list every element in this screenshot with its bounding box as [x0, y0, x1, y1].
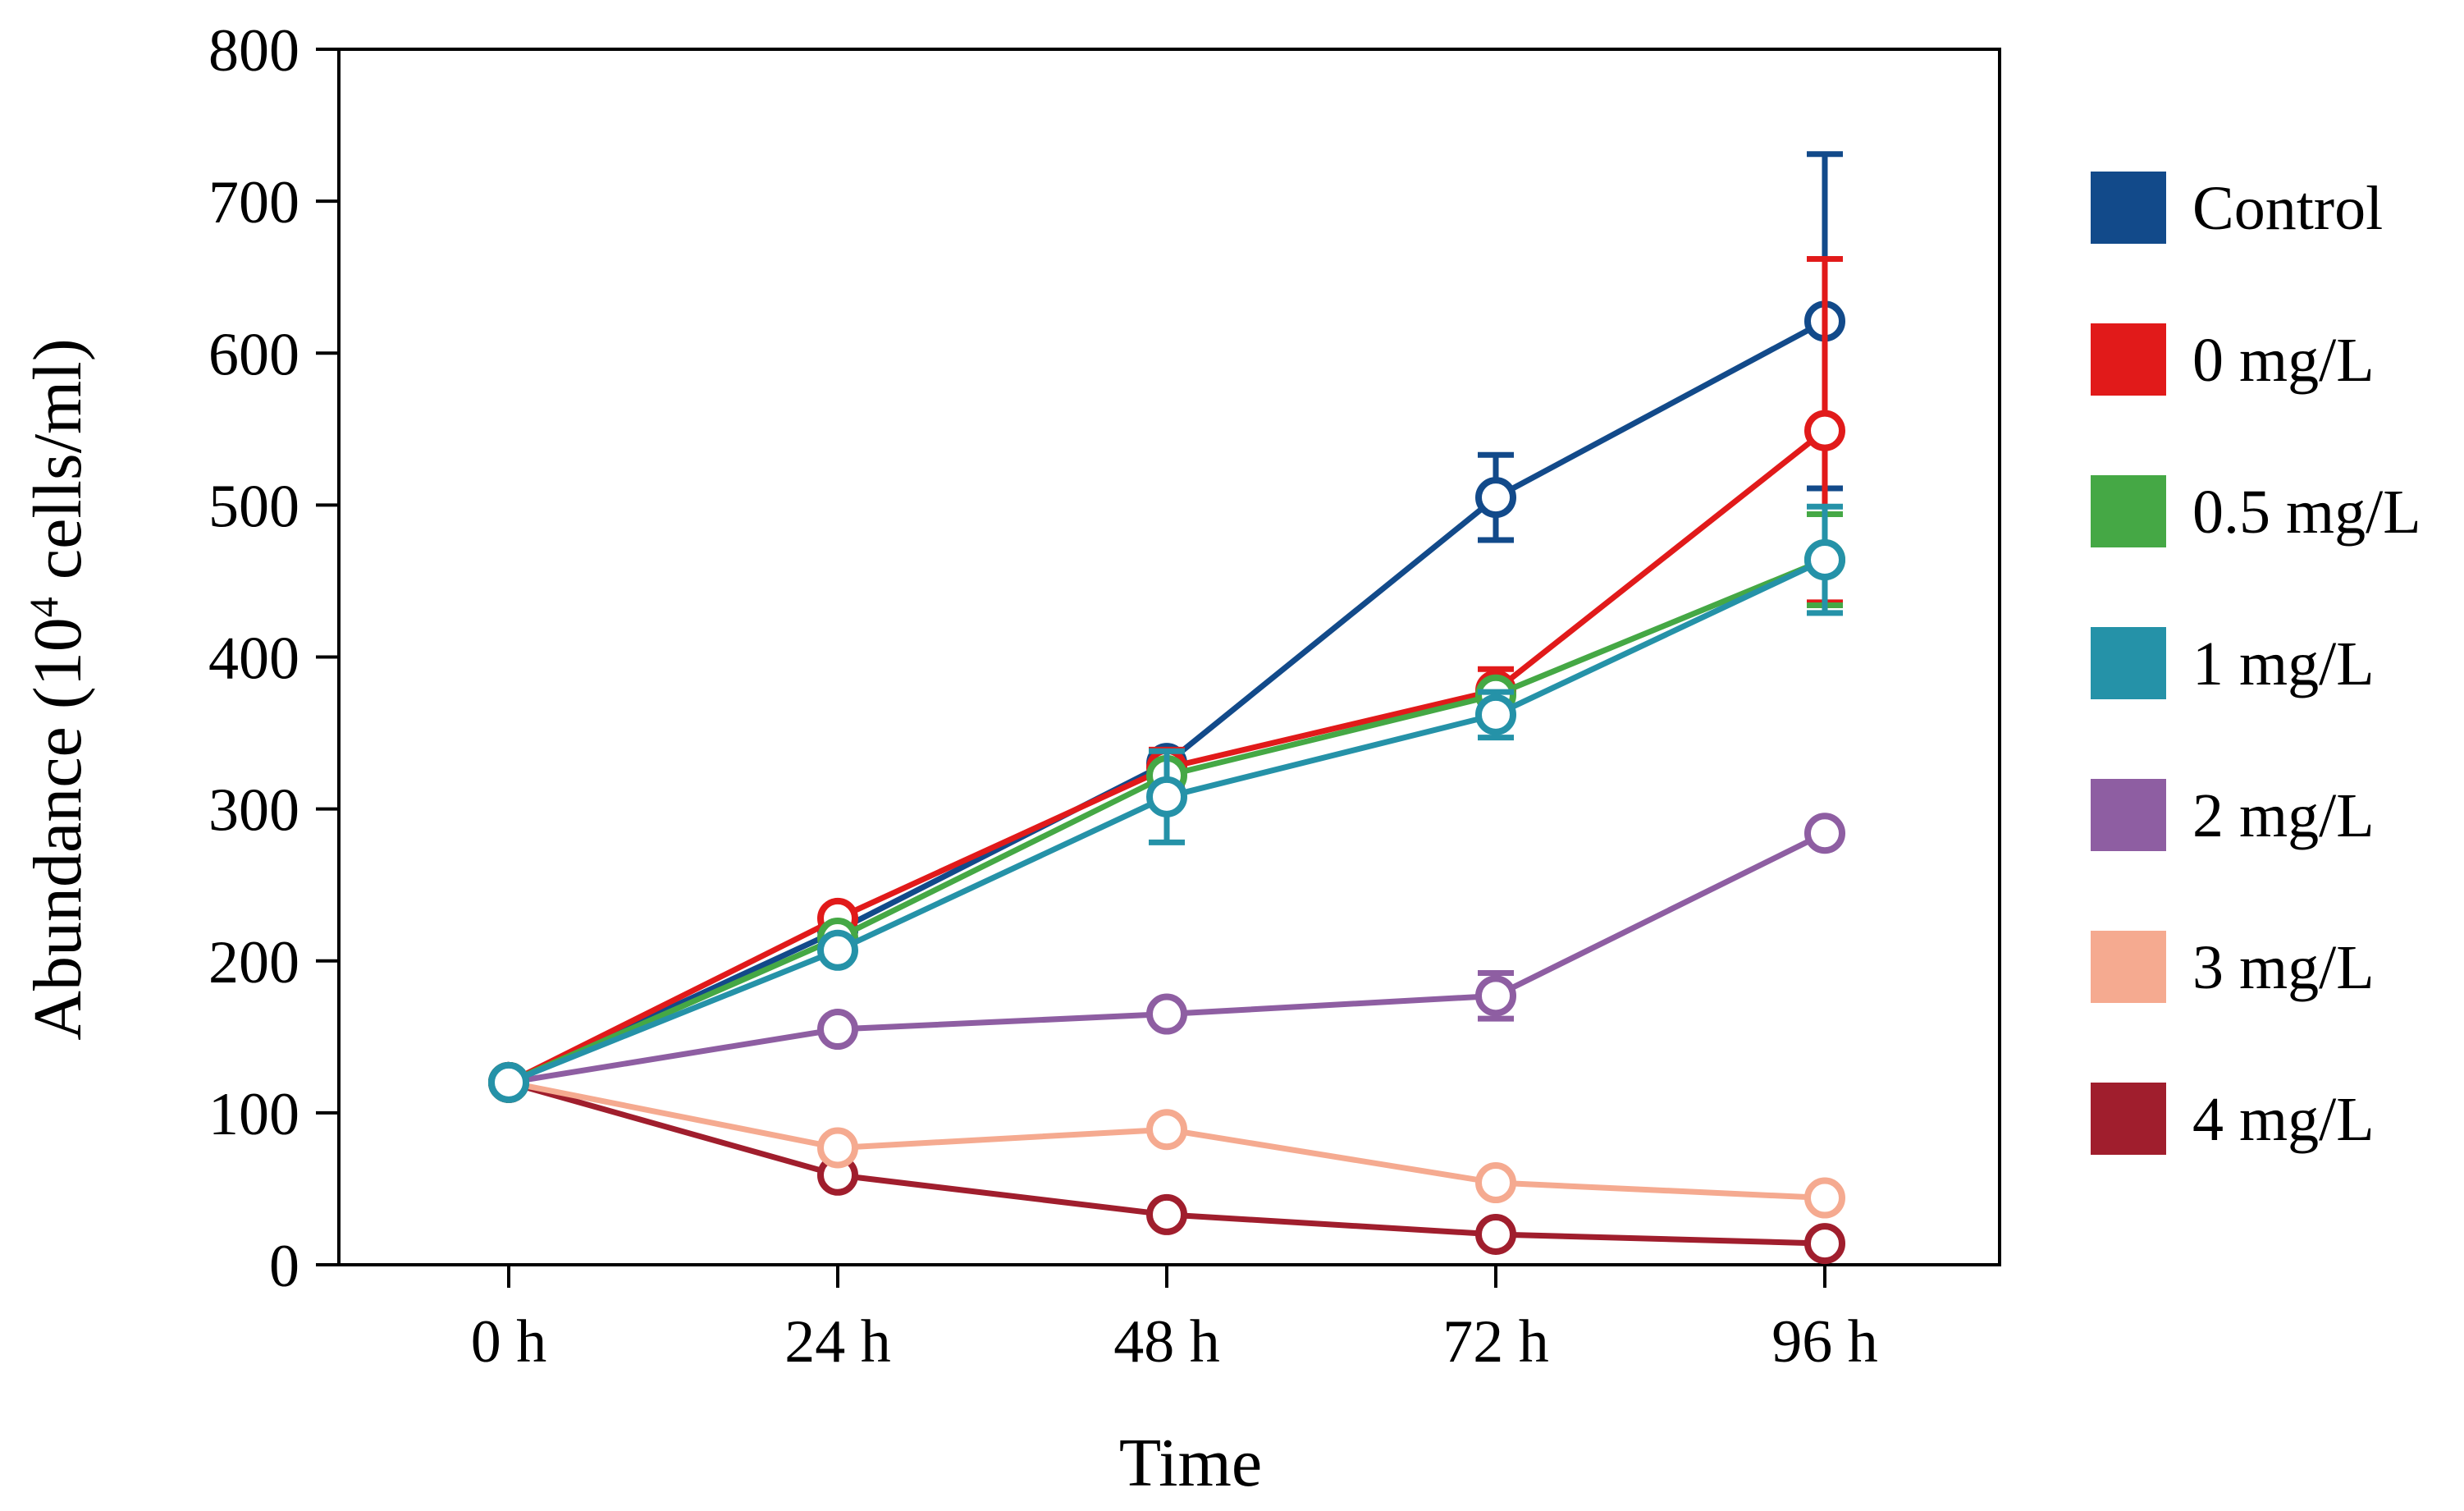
legend-label: Control	[2192, 174, 2383, 243]
legend-label: 3 mg/L	[2192, 933, 2375, 1002]
y-tick-label: 700	[208, 169, 299, 236]
x-axis-title: Time	[1119, 1425, 1262, 1501]
legend-label: 0 mg/L	[2192, 326, 2375, 395]
x-tick-label: 72 h	[1442, 1308, 1549, 1376]
y-tick-label: 200	[208, 929, 299, 996]
y-tick-label: 300	[208, 777, 299, 845]
data-point	[817, 929, 858, 971]
y-tick-label: 800	[208, 17, 299, 85]
x-tick-label: 24 h	[784, 1308, 891, 1376]
y-axis-title-suffix: cells/ml)	[20, 338, 96, 597]
y-tick-label: 500	[208, 473, 299, 540]
series-2-mg-l	[488, 813, 1845, 1103]
legend-swatch	[2091, 323, 2166, 396]
series-line	[508, 831, 1826, 1086]
data-point	[1146, 1109, 1187, 1151]
legend-swatch	[2091, 172, 2166, 244]
series-1-mg-l	[488, 503, 1845, 1103]
y-axis-title-prefix: Abundance (10	[20, 617, 96, 1040]
series-3-mg-l	[488, 1061, 1845, 1219]
data-point	[817, 1009, 858, 1051]
y-axis-title: Abundance (104 cells/ml)	[20, 338, 96, 1040]
data-point	[1146, 1193, 1187, 1235]
data-point	[1475, 694, 1516, 735]
plot-frame	[337, 48, 2001, 1266]
series-4-mg-l	[488, 1061, 1845, 1265]
legend-swatch	[2091, 627, 2166, 699]
data-point	[1475, 975, 1516, 1017]
legend-swatch	[2091, 779, 2166, 851]
legend-label: 2 mg/L	[2192, 781, 2375, 850]
series-control	[488, 151, 1845, 1103]
series-line	[507, 318, 1826, 1086]
data-point	[1804, 410, 1845, 451]
legend-swatch	[2091, 1083, 2166, 1155]
y-tick-label: 600	[208, 321, 299, 388]
axes-layer: 0 100 200 300 400 500 600 700 800 0 h 24 h 48 h 72 h…	[208, 17, 2001, 1376]
legend-label: 0.5 mg/L	[2192, 478, 2421, 547]
data-point	[1146, 776, 1187, 817]
data-point	[1475, 1213, 1516, 1255]
legend: Control 0 mg/L 0.5 mg/L 1 mg/L 2 mg/L 3 mg/L 4…	[2091, 172, 2421, 1155]
x-tick-label: 0 h	[471, 1308, 547, 1376]
series-layer	[488, 151, 1845, 1265]
legend-label: 1 mg/L	[2192, 630, 2375, 698]
y-tick-label: 100	[208, 1081, 299, 1148]
y-tick-label: 400	[208, 625, 299, 693]
legend-swatch	[2091, 931, 2166, 1003]
x-tick-label: 96 h	[1771, 1308, 1878, 1376]
legend-label: 4 mg/L	[2192, 1085, 2375, 1154]
data-point	[1146, 993, 1187, 1035]
series-0-mg-l	[488, 255, 1845, 1103]
data-point	[488, 1061, 529, 1103]
data-point	[817, 1127, 858, 1169]
data-point	[1475, 477, 1516, 519]
data-point	[1475, 1162, 1516, 1204]
legend-swatch	[2091, 475, 2166, 547]
data-point	[1804, 1177, 1845, 1219]
data-point	[1804, 1223, 1845, 1265]
x-tick-label: 48 h	[1113, 1308, 1220, 1376]
y-axis-title-superscript: 4	[21, 597, 66, 617]
data-point	[1804, 539, 1845, 581]
data-point	[1804, 813, 1845, 854]
y-tick-label: 0	[269, 1233, 299, 1300]
